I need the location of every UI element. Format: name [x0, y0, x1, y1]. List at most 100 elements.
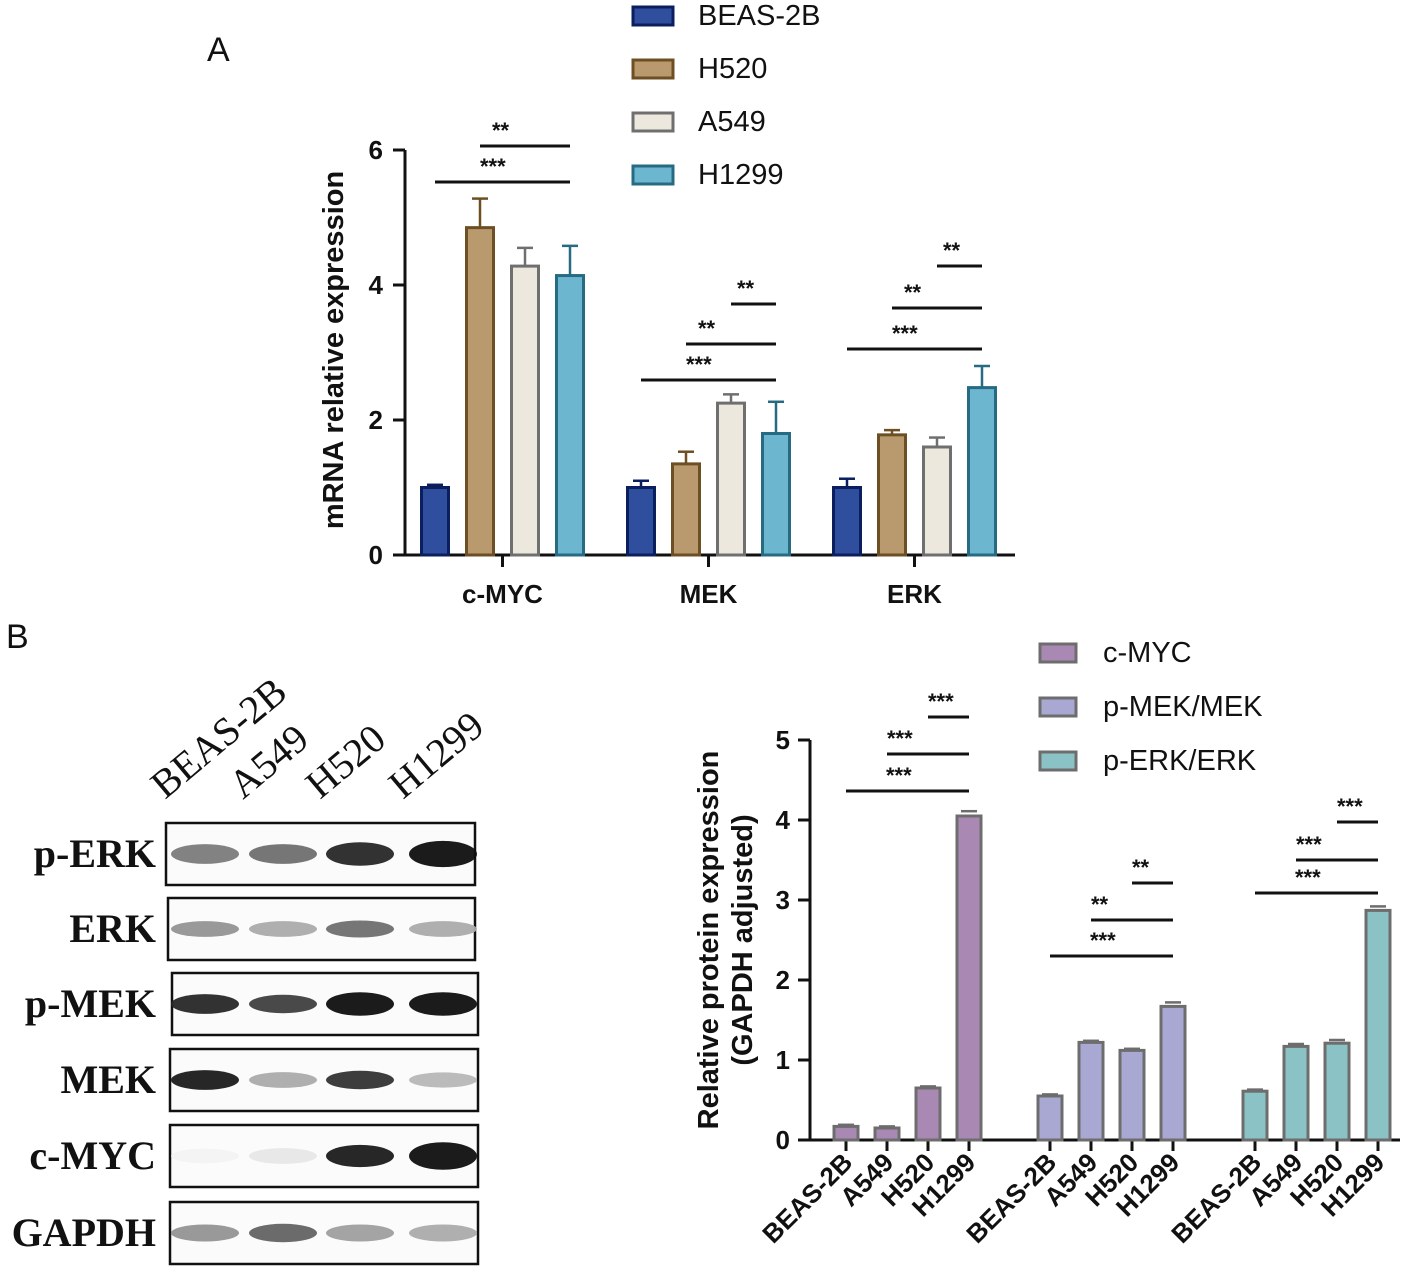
blot-band [409, 840, 477, 868]
y-tick-label: 0 [776, 1125, 790, 1155]
blot-band [249, 1072, 317, 1088]
bar [1036, 1094, 1064, 1142]
blot-band [409, 1224, 477, 1242]
y-tick-label: 4 [369, 270, 384, 300]
legend-label: p-MEK/MEK [1103, 691, 1263, 723]
mrna-axes: 0 2 4 6 c-MYC MEK ERK [369, 135, 1015, 609]
significance-label: *** [686, 352, 712, 377]
significance-label: *** [928, 689, 954, 714]
significance-label: ** [492, 118, 510, 143]
blot-band [409, 921, 477, 937]
blot-band [326, 842, 394, 866]
legend-swatch [1038, 696, 1078, 718]
blot-row-label: c-MYC [29, 1133, 156, 1178]
bar [832, 486, 862, 557]
blot-band [171, 844, 239, 864]
x-tick-label: MEK [680, 579, 738, 609]
legend-label: c-MYC [1103, 637, 1192, 669]
protein-y-axis-title-2: (GAPDH adjusted) [727, 814, 759, 1065]
blot-row-label: p-MEK [25, 981, 156, 1026]
protein-y-axis-title: Relative protein expression [693, 751, 725, 1130]
blot-band [171, 1224, 239, 1242]
bar [1241, 1089, 1269, 1142]
significance-label: *** [1295, 865, 1321, 890]
bar [873, 1126, 901, 1142]
significance-label: ** [737, 276, 755, 301]
panel-label-a: A [207, 31, 230, 69]
blot-row-label: p-ERK [34, 831, 156, 876]
significance-label: ** [1132, 855, 1150, 880]
lane-label: H520 [297, 715, 394, 807]
blot-band [326, 1070, 394, 1090]
significance-label: *** [1337, 794, 1363, 819]
panel-label-b: B [6, 618, 29, 656]
legend-swatch [631, 111, 675, 133]
protein-bars [832, 809, 1392, 1142]
bar [761, 432, 791, 557]
legend-label: H520 [698, 53, 767, 85]
bar [465, 226, 495, 557]
blot-row-label: GAPDH [12, 1210, 156, 1255]
bar [877, 433, 907, 557]
protein-significance: **************** ********* [846, 689, 1378, 958]
legend-label: A549 [698, 106, 766, 138]
bar [922, 445, 952, 557]
blot-band [409, 1142, 477, 1170]
significance-label: *** [886, 763, 912, 788]
significance-label: *** [1090, 928, 1116, 953]
mrna-legend: BEAS-2B H520 A549 H1299 [631, 0, 821, 191]
legend-swatch [631, 164, 675, 186]
significance-label: ** [698, 316, 716, 341]
bar [914, 1086, 942, 1142]
legend-label: BEAS-2B [698, 0, 821, 32]
significance-label: *** [480, 154, 506, 179]
y-tick-label: 2 [369, 405, 383, 435]
significance-label: ** [904, 280, 922, 305]
bar [955, 814, 983, 1142]
blot-band [326, 1144, 394, 1168]
y-tick-label: 1 [776, 1045, 790, 1075]
blot-band [409, 992, 477, 1016]
lane-label: H1299 [380, 702, 492, 806]
bar [420, 486, 450, 557]
bar [510, 264, 540, 557]
bar [555, 274, 585, 557]
blot-band [249, 994, 317, 1014]
mrna-y-axis-title: mRNA relative expression [318, 171, 350, 529]
bar [967, 386, 997, 557]
blot-band [249, 921, 317, 937]
y-tick-label: 5 [776, 725, 790, 755]
blot-band [249, 1223, 317, 1243]
y-tick-label: 2 [776, 965, 790, 995]
bar [1282, 1044, 1310, 1142]
protein-x-tick-labels: BEAS-2BA549H520H1299BEAS-2BA549H520H1299… [756, 1147, 1390, 1249]
blot-row-label: MEK [60, 1057, 156, 1102]
legend-swatch [631, 5, 675, 27]
blot-row-label: ERK [69, 906, 156, 951]
bar [1323, 1041, 1351, 1142]
protein-legend: c-MYC p-MEK/MEK p-ERK/ERK [1038, 637, 1263, 777]
y-tick-label: 3 [776, 885, 790, 915]
blot-band [249, 1148, 317, 1164]
bar [1118, 1048, 1146, 1142]
blot-band [249, 844, 317, 864]
significance-label: *** [1296, 832, 1322, 857]
bar [626, 486, 656, 557]
blot-band [171, 994, 239, 1014]
legend-label: H1299 [698, 159, 783, 191]
significance-label: ** [1091, 892, 1109, 917]
y-tick-label: 6 [369, 135, 383, 165]
x-tick-label: ERK [887, 579, 942, 609]
legend-label: p-ERK/ERK [1103, 745, 1257, 777]
bar [1364, 908, 1392, 1142]
significance-label: ** [943, 238, 961, 263]
blot-band [326, 1224, 394, 1242]
protein-axes: 0 1 2 3 4 5 [776, 725, 1400, 1155]
blot-band [326, 992, 394, 1016]
mrna-significance: ******************* [435, 118, 982, 382]
mrna-bars [420, 197, 997, 557]
y-tick-label: 4 [776, 805, 791, 835]
